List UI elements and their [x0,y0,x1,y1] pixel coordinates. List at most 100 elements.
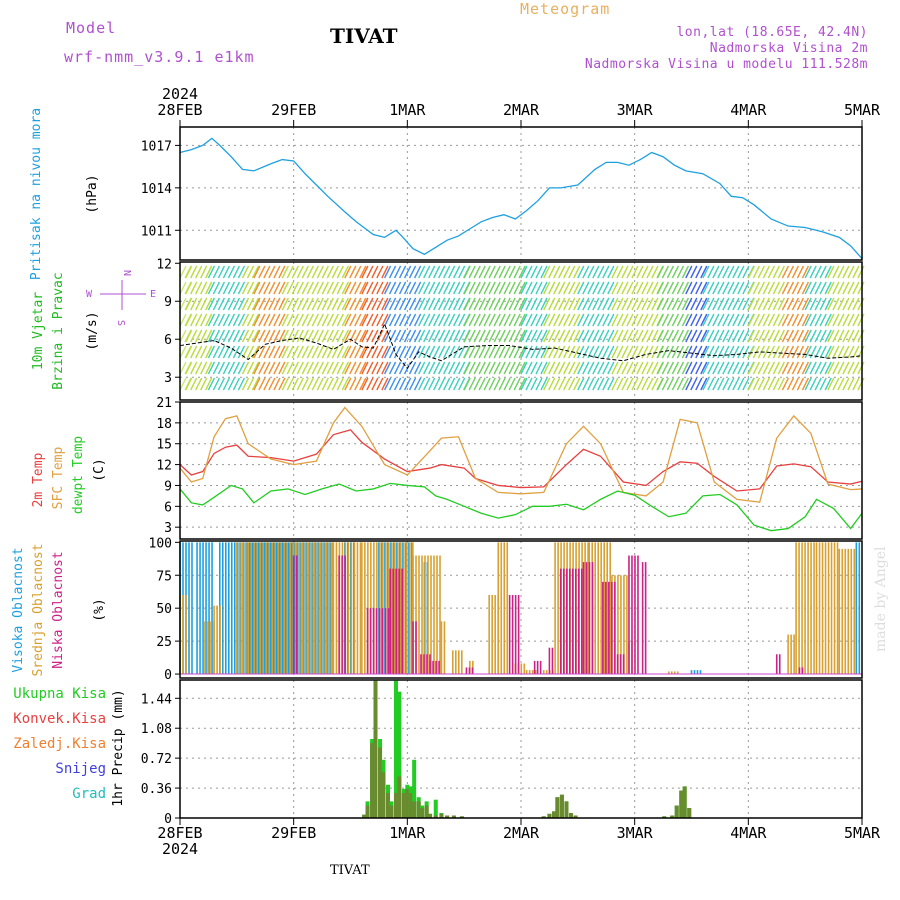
wind-barb [336,265,344,279]
wind-barb [232,313,241,327]
wind-barb [241,313,250,327]
wind-barb [781,361,790,375]
precip-conv-bar [547,813,552,818]
y-tick-label: 6 [164,333,172,348]
wind-barb [577,329,585,343]
wind-barb [227,265,236,279]
wind-barb [241,281,250,295]
wind-barb [376,297,384,311]
wind-barb [212,265,221,279]
wind-barb [453,329,461,343]
wind-barb [712,265,720,279]
wind-barb [518,265,526,279]
y-tick-label: 1.08 [141,722,172,737]
wind-barb [786,313,795,327]
wind-barb [268,377,276,391]
wind-barb [179,377,187,391]
wind-barb [722,297,730,311]
wind-barb [752,265,760,279]
wind-barb [398,377,407,391]
wind-barb [321,377,329,391]
wind-barb [752,361,760,375]
wind-barb [258,281,266,295]
wind-barb [722,313,730,327]
y-tick-label: 0 [164,668,172,683]
y-tick-label: 0.36 [141,782,172,797]
wind-barb [832,281,840,295]
wind-barb [195,297,203,311]
wind-barb [722,361,730,375]
wind-barb [777,361,785,375]
wind-barb [498,297,506,311]
wind-barb [413,265,422,279]
wind-barb [611,313,619,327]
wind-barb [661,377,670,391]
wind-barb [553,265,561,279]
wind-barb [520,297,528,311]
wind-barb [232,297,241,311]
wind-barb [651,281,659,295]
panel-frame [179,401,863,540]
y-tick-label: 75 [156,569,172,584]
wind-barb [291,265,299,279]
wind-barb [443,265,451,279]
wind-barb [814,281,822,295]
wind-barb [381,361,389,375]
wind-barb [772,329,780,343]
wind-barb [311,265,319,279]
wind-barb [712,329,720,343]
wind-barb [742,297,750,311]
wind-barb [428,329,436,343]
wind-barb [827,265,835,279]
wind-barb [458,265,466,279]
wind-barb [796,361,805,375]
wind-barb [281,313,289,327]
wind-barb [548,281,556,295]
wind-barb [611,377,619,391]
wind-barb [381,313,389,327]
wind-barb [278,361,286,375]
wind-barb [448,281,456,295]
wind-barb [577,313,585,327]
wind-barb [651,265,659,279]
wind-barb [286,361,294,375]
wind-barb [540,377,548,391]
wind-barb [592,329,600,343]
wind-barb [611,265,619,279]
y-tick-label: 21 [156,396,172,411]
wind-barb [700,281,708,295]
wind-barb [661,329,670,343]
wind-barb [857,297,865,311]
y-tick-label: 1011 [141,224,172,239]
wind-barb [742,329,750,343]
wind-barb [597,313,605,327]
wind-barb [281,265,289,279]
wind-barb [814,265,822,279]
wind-barb [857,361,865,375]
wind-barb [852,361,860,375]
wind-barb [493,281,501,295]
wind-barb [636,361,644,375]
wind-barb [616,329,624,343]
wind-barb [804,297,812,311]
wind-barb [695,329,703,343]
wind-barb [371,345,379,359]
wind-barb [473,329,481,343]
x-label-bottom: 5MAR [844,824,881,842]
wind-barb [463,361,471,375]
wind-barb [296,345,304,359]
y-tick-label: 15 [156,438,172,453]
wind-barb [336,329,344,343]
wind-barb [757,313,765,327]
wind-barb [493,345,501,359]
wind-barb [661,265,670,279]
wind-barb [671,265,680,279]
wind-barb [786,361,795,375]
wind-barb [621,281,629,295]
wind-barb [543,329,551,343]
precip-conv-bar [405,788,410,818]
precip-conv-bar [416,801,421,818]
precip-conv-bar [569,813,574,818]
wind-barb [232,345,241,359]
wind-barb [296,281,304,295]
